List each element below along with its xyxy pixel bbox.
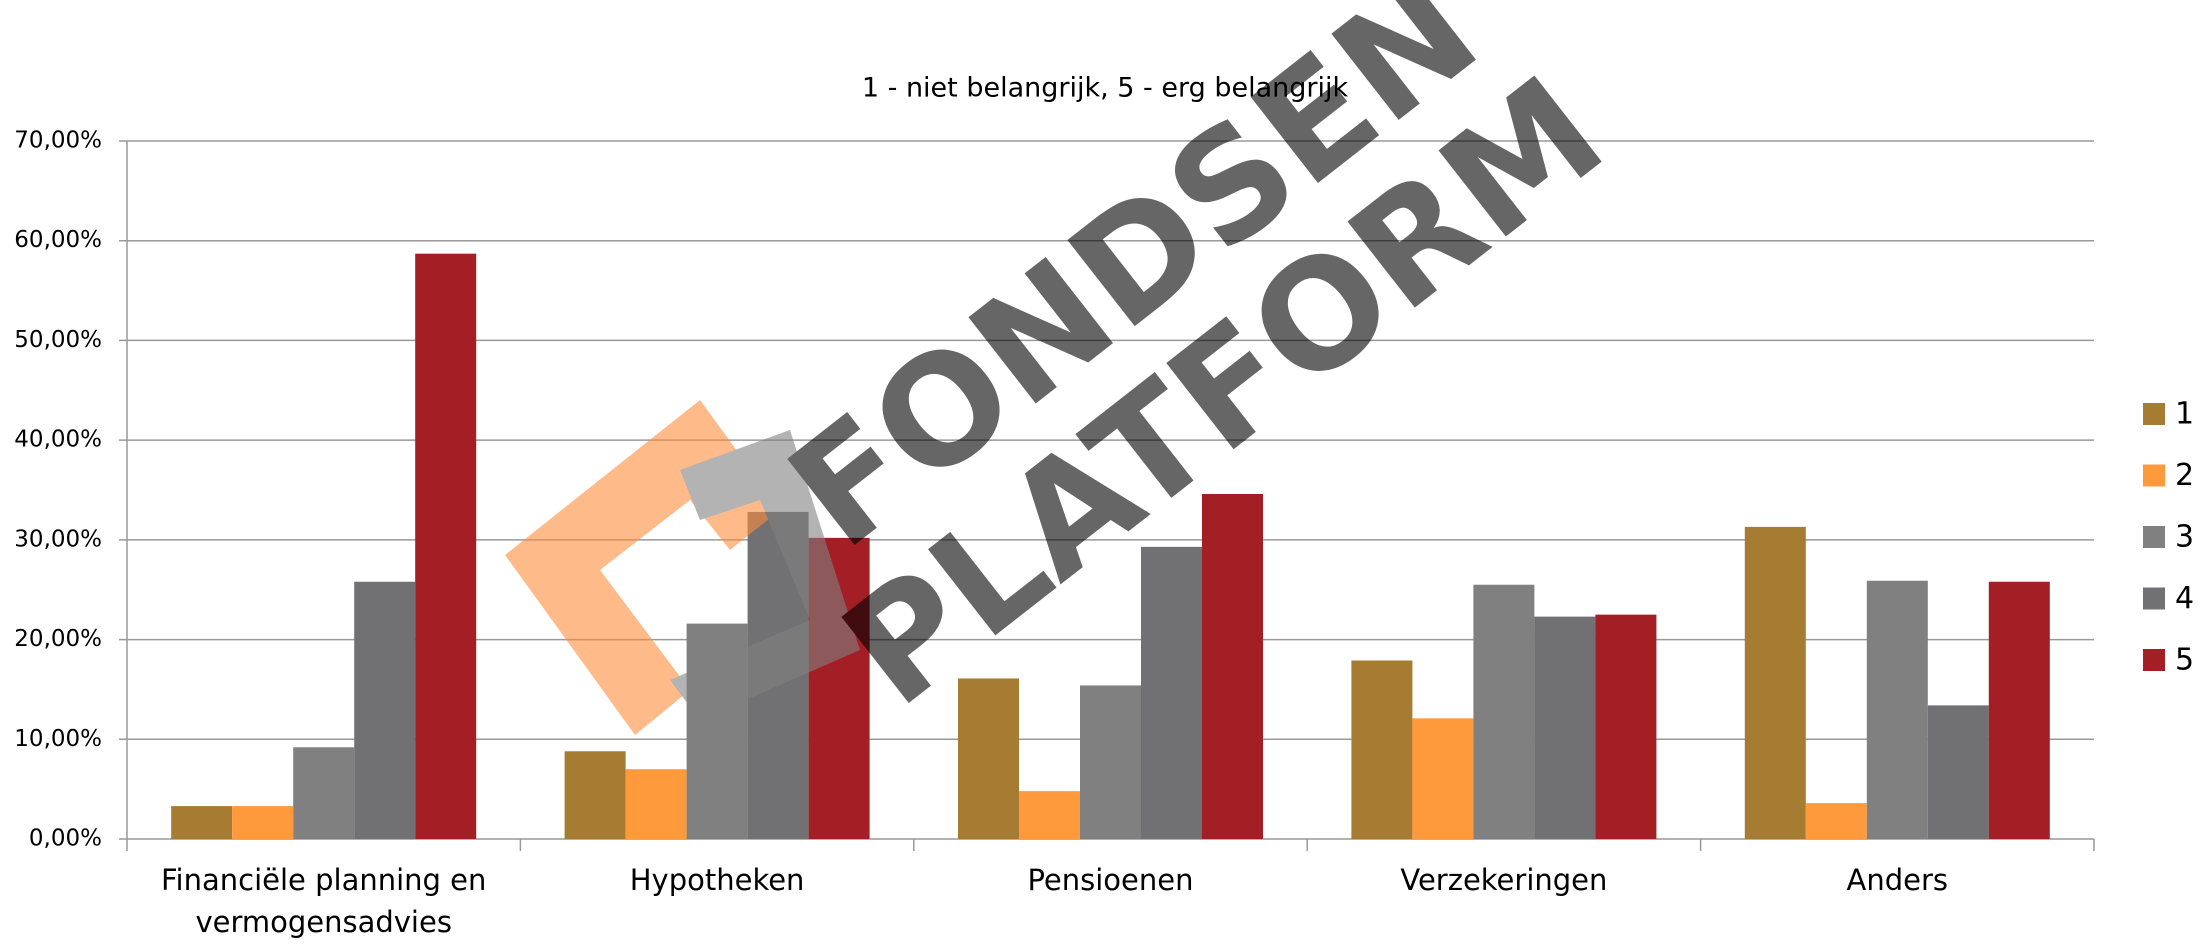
legend-swatch [2143, 464, 2165, 487]
legend-label: 3 [2175, 520, 2194, 555]
legend-label: 1 [2175, 397, 2194, 432]
bar [415, 253, 477, 840]
watermark: FONDSEN PLATFORM [505, 0, 1635, 740]
x-tick-label: Hypotheken [629, 863, 805, 897]
bar [1866, 580, 1928, 839]
x-tick-label: Anders [1846, 863, 1949, 897]
y-tick-label: 30,00% [14, 526, 102, 552]
y-tick-label: 10,00% [14, 726, 102, 752]
x-tick-label: Financiële planning en vermogensadvies [160, 863, 487, 939]
bar [1595, 614, 1657, 839]
legend-swatch [2143, 403, 2165, 425]
bar [1473, 584, 1535, 839]
bar [1202, 493, 1263, 839]
bar [958, 678, 1019, 839]
y-tick-label: 60,00% [14, 227, 102, 253]
bar [1927, 705, 1989, 839]
bar [1019, 791, 1080, 839]
x-tick-label: Verzekeringen [1400, 863, 1608, 897]
y-tick-label: 70,00% [14, 128, 102, 154]
bar [1988, 581, 2050, 839]
y-tick-label: 40,00% [14, 427, 102, 453]
bar [625, 769, 687, 839]
y-tick-label: 50,00% [14, 327, 102, 353]
legend-swatch [2143, 587, 2165, 610]
y-tick-label: 0,00% [29, 826, 102, 852]
legend-label: 2 [2175, 458, 2194, 493]
x-tick-label: Pensioenen [1027, 863, 1194, 897]
bar [354, 581, 416, 839]
bar [1744, 526, 1806, 839]
watermark-logo [670, 430, 860, 720]
legend-swatch [2143, 649, 2165, 671]
bar [564, 751, 626, 839]
bar [232, 806, 294, 839]
chart-title: 1 - niet belangrijk, 5 - erg belangrijk [862, 73, 1349, 104]
bar [1805, 803, 1867, 839]
legend-label: 4 [2175, 581, 2194, 616]
y-tick-label: 20,00% [14, 626, 102, 652]
bar [1080, 685, 1141, 839]
bar [1412, 718, 1474, 839]
bar [1534, 616, 1596, 839]
legend-swatch [2143, 526, 2165, 548]
legend-label: 5 [2175, 643, 2194, 678]
bar [1351, 660, 1413, 839]
bar [293, 747, 355, 839]
bar [1141, 546, 1202, 839]
bar [171, 806, 233, 839]
